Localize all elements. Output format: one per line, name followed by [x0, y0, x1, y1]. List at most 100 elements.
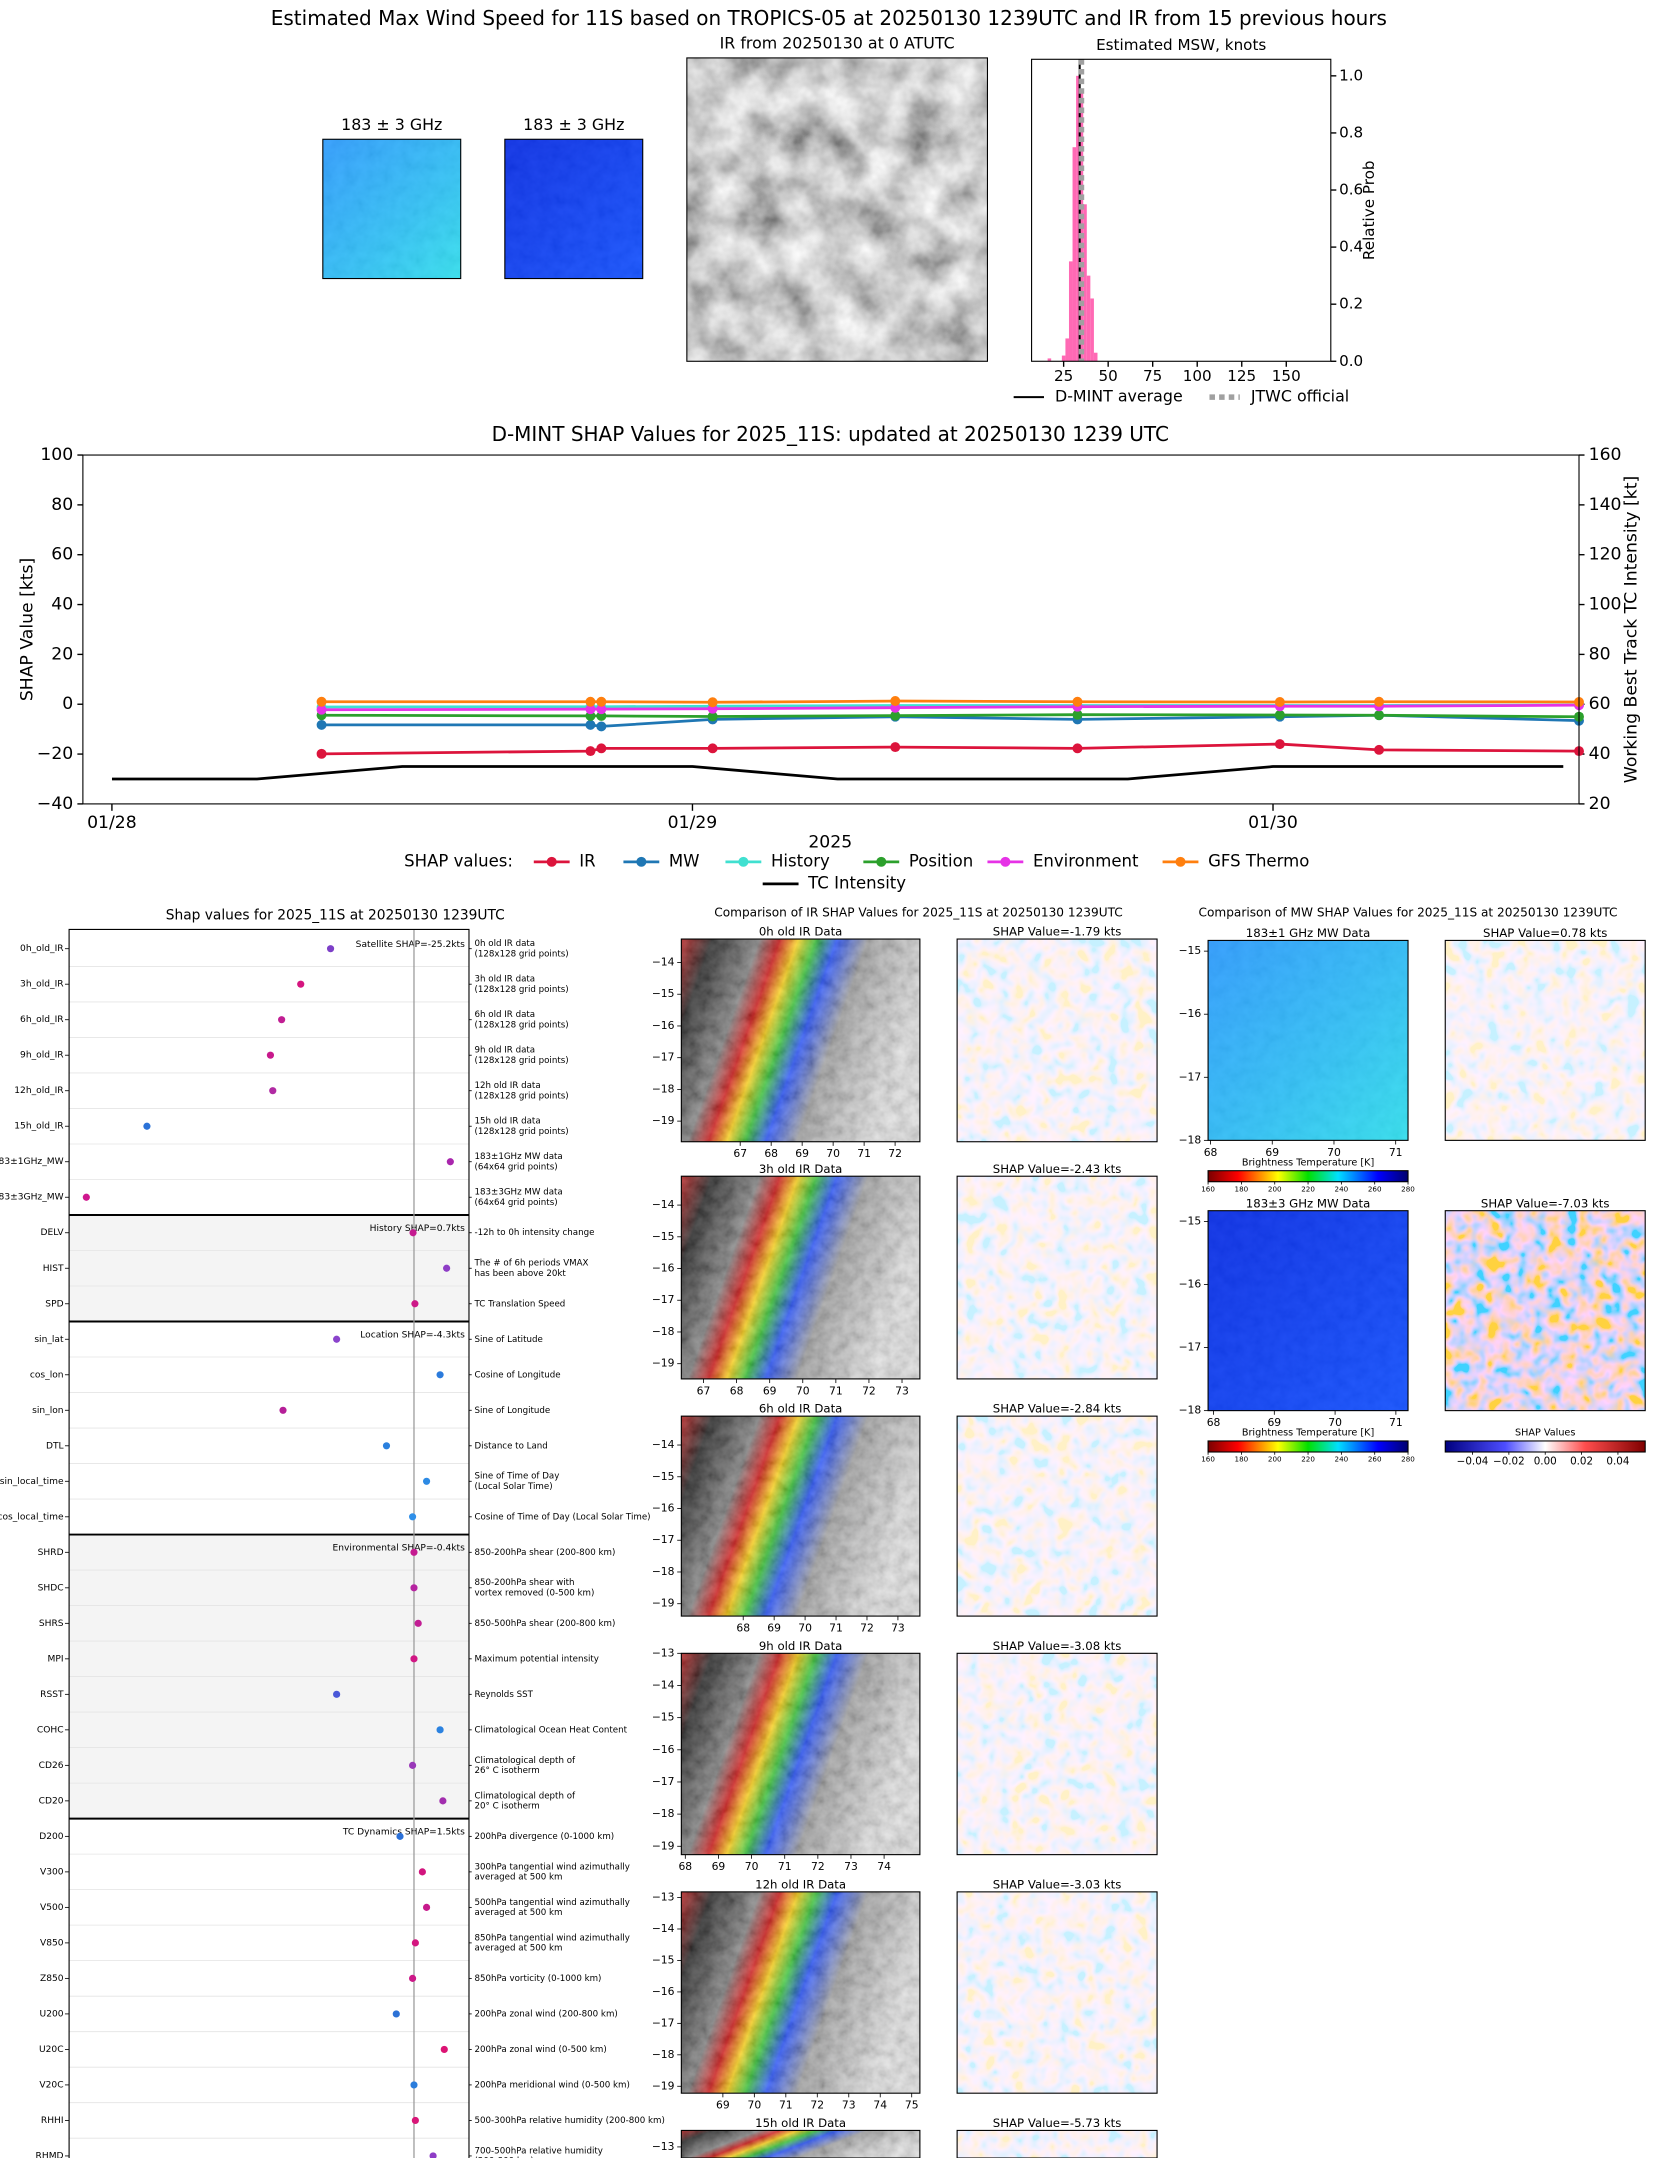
- y-tick-label: 0.4: [1339, 238, 1363, 256]
- colorbar-label: Brightness Temperature [K]: [1242, 1428, 1374, 1439]
- y2-tick-label: 100: [1589, 595, 1622, 615]
- image-texture: [681, 1176, 920, 1379]
- y-tick-label: −15: [652, 1230, 675, 1243]
- shap-panel-title: SHAP Value=-5.73 kts: [993, 2116, 1122, 2130]
- feature-label: CD26: [39, 1761, 64, 1771]
- section-title: Comparison of MW SHAP Values for 2025_11…: [1199, 905, 1618, 919]
- x-tick-label: 73: [895, 1384, 909, 1397]
- y-tick-label: −18: [652, 1807, 675, 1820]
- series-marker: [585, 704, 596, 715]
- axes-frame: [680, 1891, 921, 2094]
- series-marker: [585, 696, 596, 707]
- x-tick-label: 73: [891, 1621, 905, 1634]
- legend-marker: [1000, 856, 1011, 867]
- shap-texture: [957, 1891, 1158, 2094]
- x-tick-label: 150: [1272, 367, 1301, 385]
- shap-dot: [440, 2045, 448, 2053]
- axes-frame: [680, 1415, 921, 1617]
- shap-dot: [443, 1264, 451, 1272]
- shap-dot: [279, 1406, 287, 1414]
- feature-label: DELV: [41, 1228, 65, 1238]
- y-tick-label: −17: [652, 2016, 675, 2029]
- feature-label: D200: [39, 1832, 64, 1842]
- y-tick-label: 0.0: [1339, 352, 1363, 370]
- panel-title: 183±1 GHz MW Data: [1246, 926, 1371, 940]
- axes-frame: [1207, 1210, 1409, 1412]
- feature-description: Sine of Latitude: [474, 1335, 542, 1345]
- shap-panel-title: SHAP Value=-3.08 kts: [993, 1639, 1122, 1653]
- shap-dot: [410, 1548, 418, 1556]
- colorbar-tick-label: 180: [1235, 1184, 1249, 1193]
- x-tick-label: 71: [1389, 1146, 1403, 1159]
- feature-description: 200hPa zonal wind (200-800 km): [474, 2009, 617, 2019]
- image-title: 183 ± 3 GHz: [523, 115, 624, 134]
- feature-description: (128x128 grid points): [474, 1091, 568, 1101]
- y-tick-label: −19: [652, 1114, 675, 1127]
- feature-label: 9h_old_IR: [20, 1051, 64, 1061]
- y2-tick-label: 40: [1589, 744, 1611, 764]
- series-marker: [1072, 743, 1083, 754]
- feature-description: (128x128 grid points): [474, 949, 568, 959]
- group-band: [69, 1214, 469, 1322]
- feature-label: MPI: [48, 1654, 64, 1664]
- legend-label: MW: [669, 851, 700, 870]
- x-tick-label: 70: [1327, 1146, 1341, 1159]
- y-axis-label: SHAP Value [kts]: [18, 558, 38, 701]
- image-texture: [681, 939, 920, 1142]
- panel-title: 15h old IR Data: [755, 2116, 846, 2130]
- x-tick-label: 01/28: [87, 813, 137, 833]
- feature-label: 183±3GHz_MW: [0, 1193, 64, 1203]
- shap-dot: [422, 1477, 431, 1485]
- feature-description: Maximum potential intensity: [474, 1654, 598, 1664]
- legend-label: Position: [909, 851, 973, 870]
- colorbar-tick-label: 280: [1401, 1184, 1415, 1193]
- legend-label: IR: [579, 851, 596, 870]
- colorbar-tick-label: 280: [1401, 1455, 1415, 1464]
- x-tick-label: 72: [860, 1621, 874, 1634]
- x-tick-label: 71: [1389, 1416, 1403, 1429]
- series-marker: [316, 719, 327, 730]
- series-line: [111, 765, 1564, 781]
- feature-description: 500-300hPa relative humidity (200-800 km…: [474, 2116, 664, 2126]
- series-marker: [1072, 696, 1083, 707]
- x-tick-label: 72: [810, 2099, 824, 2112]
- shap-dot: [436, 1371, 444, 1379]
- feature-description: -12h to 0h intensity change: [474, 1228, 594, 1238]
- x-tick-label: 69: [1265, 1146, 1279, 1159]
- y-tick-label: −19: [652, 1839, 675, 1852]
- feature-description: averaged at 500 km: [474, 1872, 562, 1882]
- feature-description: 700-500hPa relative humidity: [474, 2146, 602, 2156]
- feature-label: 3h_old_IR: [20, 980, 64, 990]
- y-tick-label: −14: [652, 956, 675, 969]
- y-tick-label: 0.8: [1339, 123, 1363, 141]
- shap-dot: [411, 1300, 419, 1308]
- y2-tick-label: 20: [1589, 794, 1611, 814]
- feature-description: (64x64 grid points): [474, 1198, 557, 1208]
- feature-description: 850hPa tangential wind azimuthally: [474, 1933, 629, 1943]
- x-tick-label: 75: [905, 2099, 919, 2112]
- feature-description: (128x128 grid points): [474, 1056, 568, 1066]
- x-tick-label: 73: [842, 2099, 856, 2112]
- y-axis-label: Relative Prob: [1360, 160, 1378, 260]
- feature-description: Reynolds SST: [474, 1690, 533, 1700]
- y-tick-label: −15: [652, 1711, 675, 1724]
- series-marker: [316, 748, 327, 759]
- colorbar-tick-label: 240: [1335, 1184, 1349, 1193]
- feature-label: sin_local_time: [0, 1477, 64, 1487]
- image-texture: [1208, 940, 1409, 1141]
- shap-dot: [411, 2116, 419, 2125]
- series-marker: [1274, 739, 1285, 750]
- feature-description: Cosine of Time of Day (Local Solar Time): [474, 1512, 650, 1522]
- shap-dot: [409, 1761, 417, 1769]
- chart-title: Shap values for 2025_11S at 20250130 123…: [166, 908, 505, 924]
- legend-marker: [1175, 856, 1186, 867]
- shap-panel-title: SHAP Value=-7.03 kts: [1481, 1196, 1610, 1210]
- axes-frame: [956, 938, 1158, 1143]
- hist-bar: [1093, 352, 1098, 362]
- axes-frame: [82, 454, 1580, 805]
- panel-title: 12h old IR Data: [755, 1877, 846, 1891]
- x-tick-label: 73: [844, 1860, 858, 1873]
- image-title: 183 ± 3 GHz: [341, 115, 442, 134]
- axes-frame: [956, 1891, 1158, 2094]
- image-title: IR from 20250130 at 0 ATUTC: [720, 34, 955, 53]
